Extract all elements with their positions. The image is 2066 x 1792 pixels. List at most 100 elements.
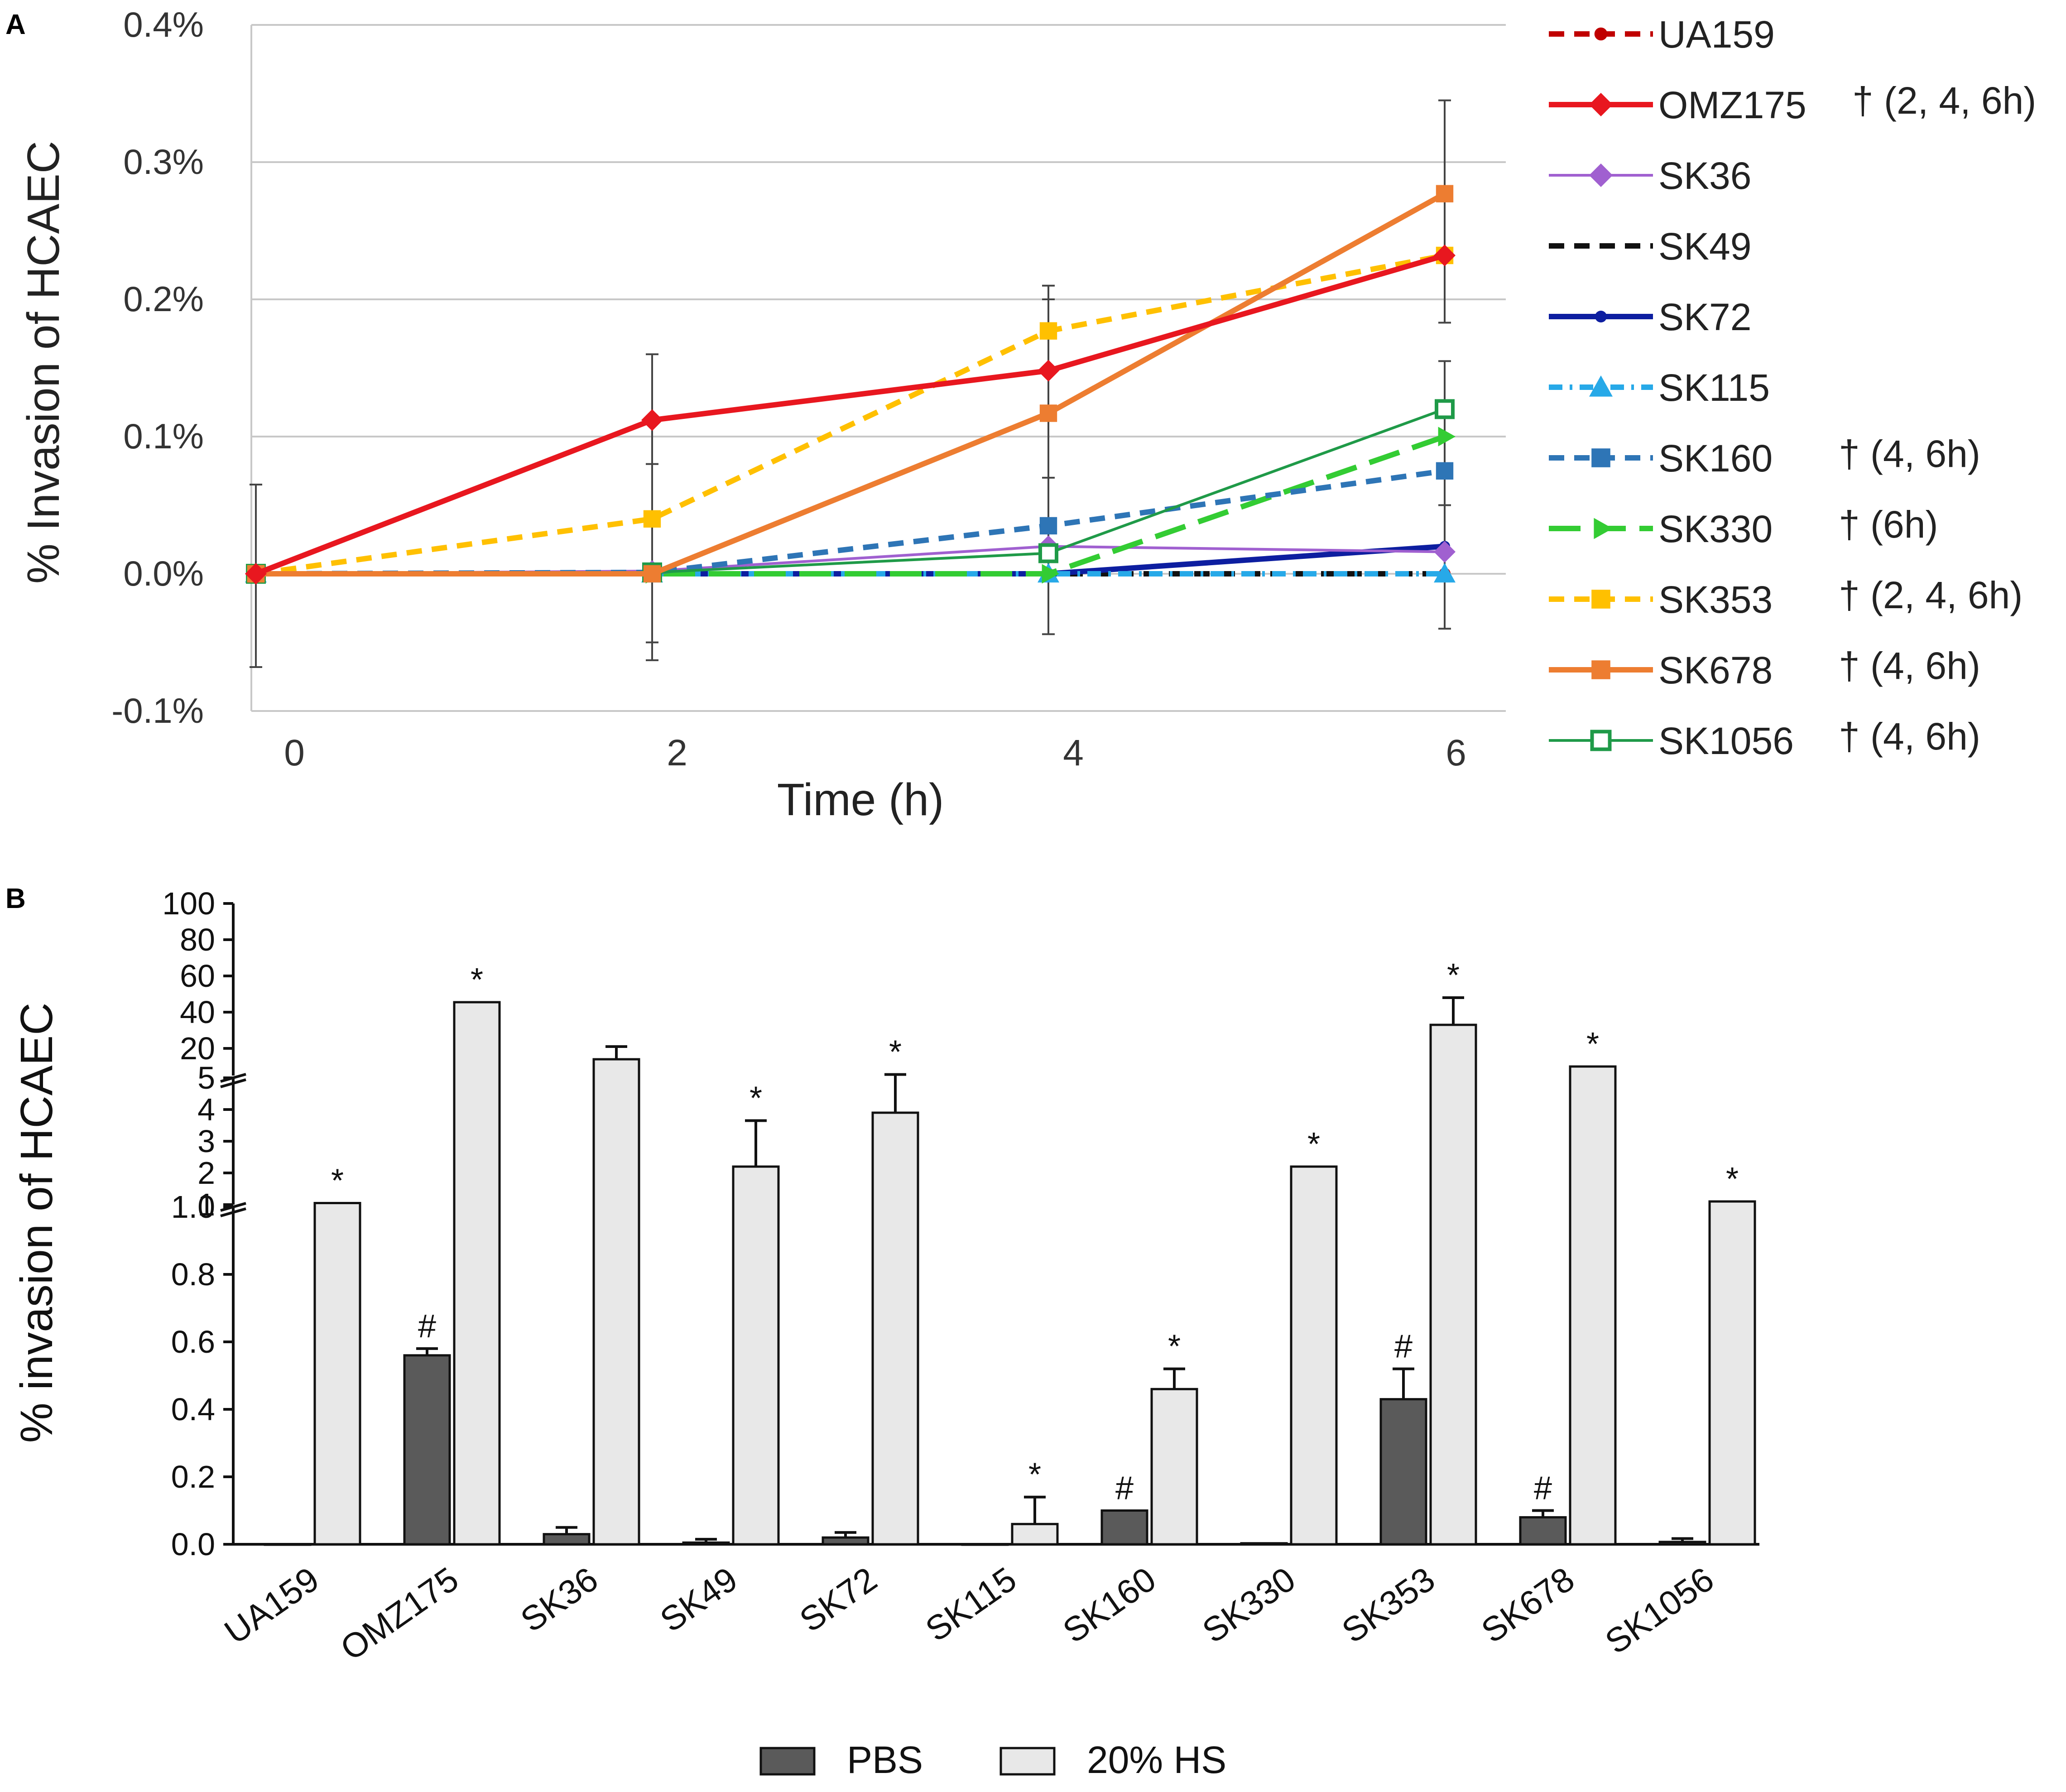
bar-hs-sk36 xyxy=(592,1058,640,1546)
data-point-omz175 xyxy=(641,409,663,431)
x-tick-label: 2 xyxy=(667,732,687,773)
bar-pbs-sk36 xyxy=(543,1533,591,1546)
y-tick-label: 80 xyxy=(180,922,215,957)
axis-break-mark xyxy=(220,1207,246,1217)
legend-label-sk353: SK353 xyxy=(1658,578,1773,621)
line-chart: -0.1% 0.0% 0.1% 0.2% 0.3% 0.4% 0 2 4 6 Time (h) % I… xyxy=(18,5,2036,825)
legend-marker-ua159 xyxy=(1594,27,1608,41)
significance-mark: # xyxy=(1534,1470,1552,1507)
bar-hs-ua159 xyxy=(313,1202,361,1546)
bar-hs-sk72 xyxy=(871,1111,919,1546)
y-tick-label: 0.0 xyxy=(171,1527,215,1562)
significance-mark: * xyxy=(1586,1026,1599,1062)
panel-b-label: B xyxy=(5,883,26,914)
bar-pbs-sk353 xyxy=(1379,1398,1427,1546)
legend-marker-sk160 xyxy=(1591,448,1610,467)
bar-pbs-sk115 xyxy=(961,1543,1009,1546)
significance-mark: # xyxy=(1115,1470,1134,1507)
y-tick-label: 20 xyxy=(180,1031,215,1066)
significance-mark: * xyxy=(1726,1161,1739,1197)
series-line-sk160 xyxy=(255,468,1445,577)
legend-marker-sk36 xyxy=(1589,163,1613,187)
legend-label-omz175: OMZ175 xyxy=(1658,84,1807,126)
bar-hs-sk1056 xyxy=(1708,1200,1756,1546)
legend-marker-sk115 xyxy=(1589,375,1613,397)
y-tick-label: 0.1% xyxy=(123,416,204,456)
legend-marker-sk72 xyxy=(1595,311,1607,322)
bar-hs-sk115 xyxy=(1011,1523,1059,1546)
data-point-sk1056 xyxy=(1435,399,1455,419)
significance-mark: * xyxy=(331,1163,344,1199)
significance-note: † (4, 6h) xyxy=(1839,644,1980,687)
y-tick-label: 0.2% xyxy=(123,279,204,319)
legend-swatch-hs xyxy=(999,1747,1056,1776)
significance-mark: # xyxy=(418,1308,436,1345)
y-axis-title: % invasion of HCAEC xyxy=(11,1003,62,1443)
bar-pbs-sk1056 xyxy=(1658,1541,1706,1546)
y-axis-title: % Invasion of HCAEC xyxy=(18,141,69,584)
significance-note: † (2, 4, 6h) xyxy=(1852,79,2036,122)
data-point-sk330 xyxy=(1042,564,1059,584)
significance-mark: * xyxy=(889,1034,902,1071)
data-point-sk330 xyxy=(1438,427,1456,447)
data-point-sk353 xyxy=(643,510,661,528)
significance-note: † (6h) xyxy=(1839,503,1938,546)
bar-pbs-sk330 xyxy=(1240,1542,1288,1546)
x-tick-label: 0 xyxy=(284,732,305,773)
y-tick-label: 0.3% xyxy=(123,142,204,182)
data-point-sk678 xyxy=(643,565,661,583)
x-axis-title: Time (h) xyxy=(777,774,944,825)
legend-label-sk1056: SK1056 xyxy=(1658,720,1794,762)
legend-marker-omz175 xyxy=(1589,93,1613,116)
y-tick-label: 3 xyxy=(197,1124,215,1159)
data-point-sk1056 xyxy=(1038,543,1058,563)
y-tick-label: 0.8 xyxy=(171,1257,215,1292)
data-point-sk160 xyxy=(1436,462,1454,480)
y-tick-label: 2 xyxy=(197,1155,215,1191)
significance-mark: # xyxy=(1394,1329,1413,1365)
significance-mark: * xyxy=(1307,1126,1320,1163)
panel-a-label: A xyxy=(5,9,26,40)
bar-pbs-ua159 xyxy=(264,1543,312,1546)
x-tick-label: 6 xyxy=(1446,732,1466,773)
legend-label-ua159: UA159 xyxy=(1658,13,1775,56)
legend-marker-sk330 xyxy=(1594,518,1613,539)
data-point-sk115 xyxy=(1434,563,1456,583)
data-point-omz175 xyxy=(1434,245,1456,267)
y-tick-label: 0.2 xyxy=(171,1459,215,1494)
y-tick-label: 1 xyxy=(197,1187,215,1222)
data-point-sk678 xyxy=(1436,185,1454,202)
y-tick-label: 1.0 xyxy=(171,1189,215,1225)
y-tick-label: 0.4% xyxy=(123,5,204,44)
series-line-omz175 xyxy=(255,253,1446,577)
legend-label-sk49: SK49 xyxy=(1658,225,1752,268)
legend-label-sk115: SK115 xyxy=(1658,366,1770,409)
bar-pbs-sk72 xyxy=(822,1536,870,1546)
bar-hs-omz175 xyxy=(453,1001,501,1546)
data-point-sk36 xyxy=(1434,541,1456,563)
series-line-sk678 xyxy=(256,191,1446,577)
data-point-omz175 xyxy=(1038,360,1059,382)
significance-mark: * xyxy=(1028,1457,1041,1493)
y-tick-label: 100 xyxy=(162,886,215,921)
y-tick-label: 0.0% xyxy=(123,553,204,593)
axis-break-mark xyxy=(220,1078,246,1088)
bar-pbs-sk160 xyxy=(1100,1509,1148,1546)
bar-hs-sk330 xyxy=(1290,1165,1338,1546)
legend: PBS 20% HS xyxy=(759,1739,1226,1781)
legend-label-sk330: SK330 xyxy=(1658,508,1773,550)
significance-note: † (2, 4, 6h) xyxy=(1839,574,2023,616)
y-tick-label: 4 xyxy=(197,1092,215,1127)
legend-label-sk160: SK160 xyxy=(1658,437,1773,480)
legend-label-sk678: SK678 xyxy=(1658,649,1773,692)
y-tick-label: 5 xyxy=(197,1060,215,1095)
y-tick-label: -0.1% xyxy=(111,691,204,730)
legend-marker-sk678 xyxy=(1591,660,1610,679)
y-tick-label: 40 xyxy=(180,994,215,1030)
bar-hs-sk353 xyxy=(1429,1023,1477,1546)
bar-hs-sk678 xyxy=(1569,1065,1617,1546)
legend: UA159 OMZ175 † (2, 4, 6h) SK36 SK49 SK72 SK115… xyxy=(1549,13,2036,762)
significance-mark: * xyxy=(750,1081,762,1117)
